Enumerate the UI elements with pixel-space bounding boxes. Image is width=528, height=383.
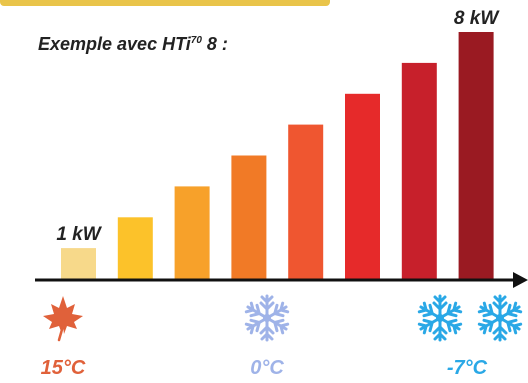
annotation-15c: 15°C <box>41 296 86 379</box>
subtitle-suffix: 8 : <box>201 34 228 54</box>
annotation-label: -7°C <box>447 357 488 379</box>
bar-4 <box>231 155 267 279</box>
bar-2 <box>117 217 153 280</box>
maple-leaf-icon <box>43 296 83 342</box>
x-axis <box>35 272 528 288</box>
annotation-label: 0°C <box>250 357 284 379</box>
bar-8 <box>458 32 494 279</box>
bar-3 <box>174 186 210 279</box>
data-labels-group: 1 kW 8 kW <box>56 8 500 245</box>
bar-7 <box>401 62 437 280</box>
chart-subtitle: Exemple avec HTi70 8 : <box>38 34 228 55</box>
bar-5 <box>288 124 324 279</box>
header-strip <box>0 0 330 12</box>
snowflake-icon <box>244 294 290 342</box>
axis-arrow-icon <box>513 272 528 288</box>
bar-6 <box>345 93 380 280</box>
bar-1 <box>61 248 96 279</box>
bar-data-label: 1 kW <box>56 224 102 245</box>
annotation-label: 15°C <box>41 357 86 379</box>
annotation-0c: 0°C <box>244 294 290 379</box>
bars-group <box>61 32 494 280</box>
subtitle-prefix: Exemple avec HTi <box>38 34 191 54</box>
subtitle-superscript: 70 <box>190 35 202 46</box>
snowflake-icon <box>417 294 463 342</box>
annotation-minus7c: -7°C <box>417 294 523 379</box>
bar-data-label: 8 kW <box>454 8 500 29</box>
snowflake-icon <box>477 294 523 342</box>
